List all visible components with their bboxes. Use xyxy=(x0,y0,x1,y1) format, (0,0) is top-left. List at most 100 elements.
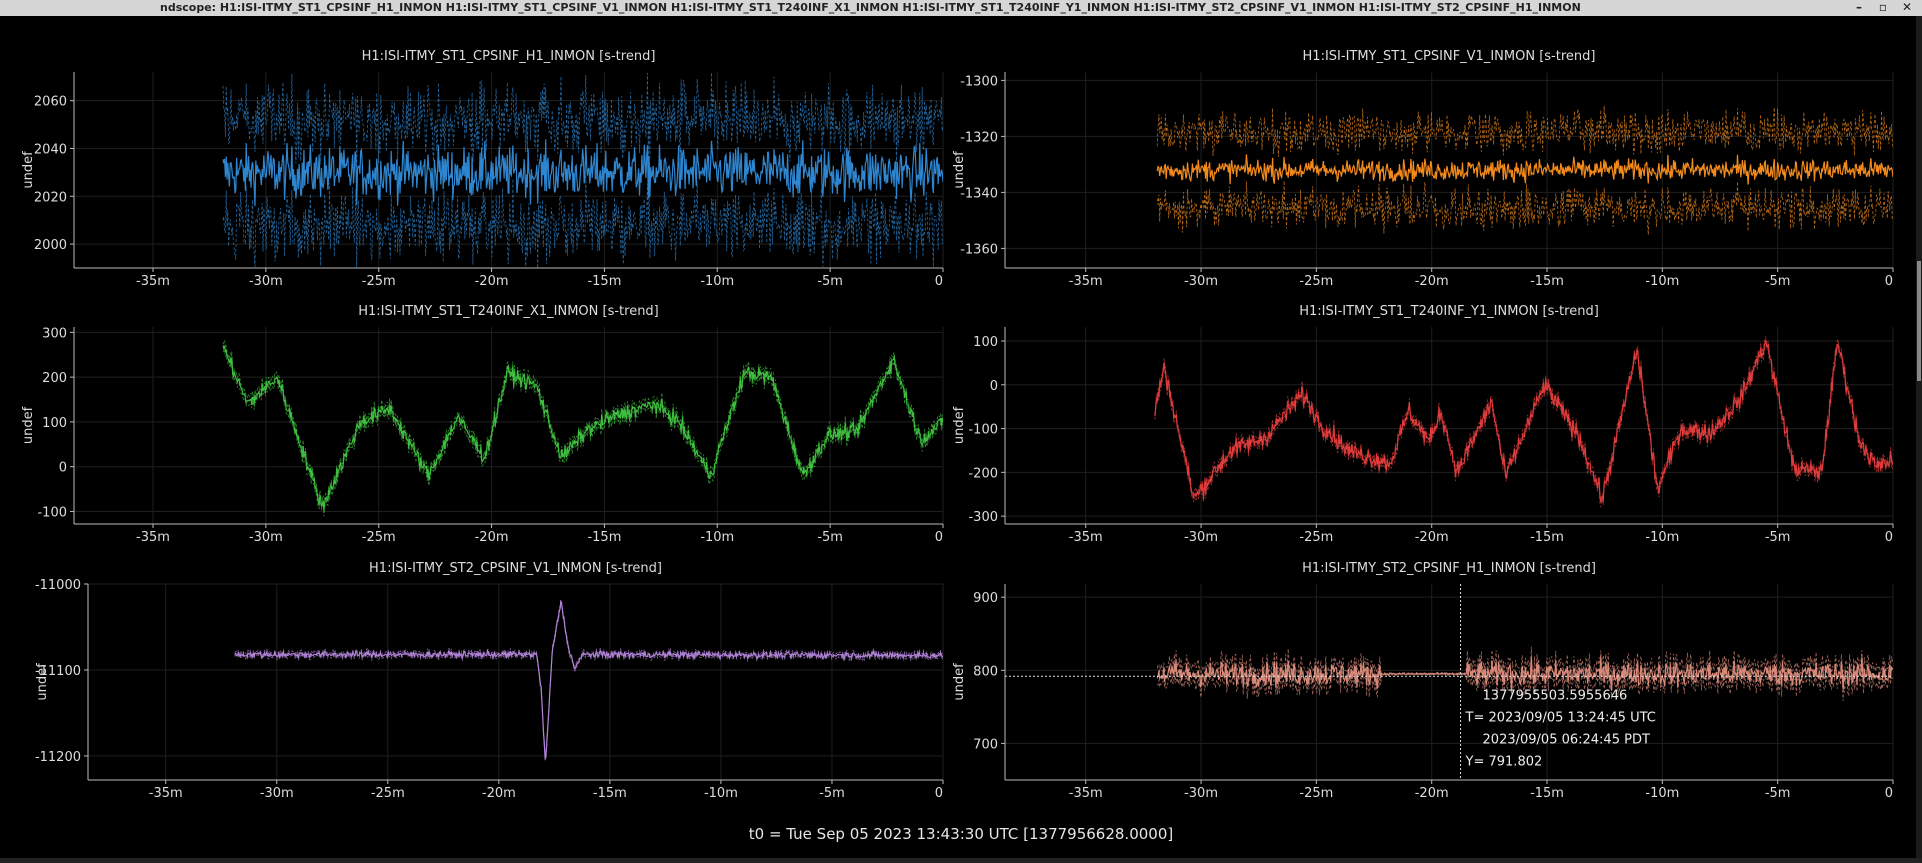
x-tick-label: -20m xyxy=(1415,530,1449,545)
x-tick-label: -30m xyxy=(1184,274,1218,289)
bottom-bar xyxy=(0,858,1922,863)
x-tick-label: -10m xyxy=(1645,274,1679,289)
x-tick-label: -10m xyxy=(1645,786,1679,801)
plot-panel-4[interactable]: H1:ISI-ITMY_ST1_T240INF_Y1_INMON [s-tren… xyxy=(952,304,1894,545)
plot-panel-5[interactable]: H1:ISI-ITMY_ST2_CPSINF_V1_INMON [s-trend… xyxy=(35,561,944,801)
plot-title: H1:ISI-ITMY_ST1_CPSINF_V1_INMON [s-trend… xyxy=(1303,49,1596,64)
x-tick-label: -5m xyxy=(1765,274,1791,289)
plot-grid[interactable]: H1:ISI-ITMY_ST1_CPSINF_H1_INMON [s-trend… xyxy=(0,16,1916,821)
series-mean-line xyxy=(222,139,943,207)
x-tick-label: -15m xyxy=(1530,786,1564,801)
x-tick-label: 0 xyxy=(1885,786,1893,801)
y-tick-label: 100 xyxy=(973,335,998,350)
y-axis-label: undef xyxy=(952,663,967,701)
series-mean-line xyxy=(222,345,943,511)
plot-title: H1:ISI-ITMY_ST2_CPSINF_V1_INMON [s-trend… xyxy=(369,561,662,576)
x-tick-label: -15m xyxy=(587,274,621,289)
window-title: ndscope: H1:ISI-ITMY_ST1_CPSINF_H1_INMON… xyxy=(160,1,1581,14)
vertical-scrollbar[interactable] xyxy=(1916,16,1922,863)
plot-panel-2[interactable]: H1:ISI-ITMY_ST1_CPSINF_V1_INMON [s-trend… xyxy=(952,49,1894,289)
series-mean-line xyxy=(1154,338,1893,503)
x-tick-label: -35m xyxy=(136,530,170,545)
y-tick-label: 200 xyxy=(42,371,67,386)
x-tick-label: -30m xyxy=(1184,530,1218,545)
series-min-line xyxy=(222,176,943,268)
series-min-line xyxy=(234,603,943,761)
x-tick-label: -35m xyxy=(1069,530,1103,545)
y-tick-label: 100 xyxy=(42,416,67,431)
plot-title: H1:ISI-ITMY_ST1_CPSINF_H1_INMON [s-trend… xyxy=(362,49,656,64)
x-tick-label: -25m xyxy=(362,530,396,545)
x-tick-label: -25m xyxy=(371,786,405,801)
window-titlebar: ndscope: H1:ISI-ITMY_ST1_CPSINF_H1_INMON… xyxy=(0,0,1922,16)
scrollbar-thumb[interactable] xyxy=(1917,261,1921,381)
series-mean-line xyxy=(1156,656,1893,691)
x-tick-label: -35m xyxy=(1069,786,1103,801)
x-tick-label: -20m xyxy=(1415,274,1449,289)
x-tick-label: -10m xyxy=(1645,530,1679,545)
x-tick-label: -35m xyxy=(1069,274,1103,289)
x-tick-label: -10m xyxy=(700,530,734,545)
x-tick-label: -15m xyxy=(1530,274,1564,289)
x-tick-label: -25m xyxy=(1299,274,1333,289)
x-tick-label: -5m xyxy=(1765,786,1791,801)
y-tick-label: 2020 xyxy=(34,190,67,205)
x-tick-label: -20m xyxy=(482,786,516,801)
series-group xyxy=(222,72,943,268)
y-tick-label: -100 xyxy=(968,423,998,438)
series-max-line xyxy=(222,340,943,506)
x-tick-label: -10m xyxy=(704,786,738,801)
y-tick-label: -300 xyxy=(968,510,998,525)
series-max-line xyxy=(1156,646,1893,684)
y-tick-label: -1360 xyxy=(960,242,998,257)
close-button[interactable]: ✕ xyxy=(1901,0,1913,14)
plot-panel-1[interactable]: H1:ISI-ITMY_ST1_CPSINF_H1_INMON [s-trend… xyxy=(21,49,944,289)
x-tick-label: 0 xyxy=(935,274,943,289)
x-tick-label: -30m xyxy=(249,530,283,545)
y-tick-label: 300 xyxy=(42,326,67,341)
y-axis-label: undef xyxy=(952,406,967,444)
x-tick-label: -5m xyxy=(817,274,843,289)
plot-panel-3[interactable]: H1:ISI-ITMY_ST1_T240INF_X1_INMON [s-tren… xyxy=(21,304,944,545)
x-tick-label: -35m xyxy=(136,274,170,289)
x-tick-label: -5m xyxy=(817,530,843,545)
x-tick-label: -25m xyxy=(1299,530,1333,545)
series-min-line xyxy=(1154,344,1893,508)
y-axis-label: undef xyxy=(952,151,967,189)
x-tick-label: -20m xyxy=(475,530,509,545)
x-tick-label: 0 xyxy=(1885,274,1893,289)
x-tick-label: -30m xyxy=(1184,786,1218,801)
series-mean-line xyxy=(234,599,943,760)
x-tick-label: -15m xyxy=(1530,530,1564,545)
plot-title: H1:ISI-ITMY_ST1_T240INF_Y1_INMON [s-tren… xyxy=(1299,304,1599,319)
minimize-button[interactable]: – xyxy=(1856,0,1862,14)
y-axis-label: undef xyxy=(21,151,36,189)
series-mean-line xyxy=(1156,154,1893,185)
y-tick-label: 2000 xyxy=(34,238,67,253)
x-tick-label: 0 xyxy=(935,786,943,801)
series-group xyxy=(234,598,943,761)
y-tick-label: -1320 xyxy=(960,130,998,145)
x-tick-label: -5m xyxy=(819,786,845,801)
series-group xyxy=(222,340,943,517)
y-tick-label: 700 xyxy=(973,737,998,752)
restore-button[interactable]: ▫ xyxy=(1878,0,1888,14)
y-tick-label: 800 xyxy=(973,664,998,679)
x-tick-label: -5m xyxy=(1765,530,1791,545)
y-tick-label: -100 xyxy=(37,505,67,520)
y-tick-label: 0 xyxy=(59,461,67,476)
series-min-line xyxy=(1156,180,1893,235)
cursor-readout-line: 1377955503.5955646 xyxy=(1483,688,1628,703)
plot-panel-6[interactable]: H1:ISI-ITMY_ST2_CPSINF_H1_INMON [s-trend… xyxy=(952,561,1894,801)
y-tick-label: 2040 xyxy=(34,142,67,157)
series-group xyxy=(1154,334,1893,508)
y-tick-label: -11100 xyxy=(35,664,81,679)
y-tick-label: 2060 xyxy=(34,95,67,110)
series-max-line xyxy=(1156,105,1893,157)
y-axis-label: undef xyxy=(35,663,50,701)
cursor-readout-line: Y= 791.802 xyxy=(1465,754,1543,769)
y-tick-label: -1300 xyxy=(960,74,998,89)
t0-label: t0 = Tue Sep 05 2023 13:43:30 UTC [13779… xyxy=(748,825,1174,843)
x-tick-label: -35m xyxy=(149,786,183,801)
x-tick-label: -15m xyxy=(593,786,627,801)
